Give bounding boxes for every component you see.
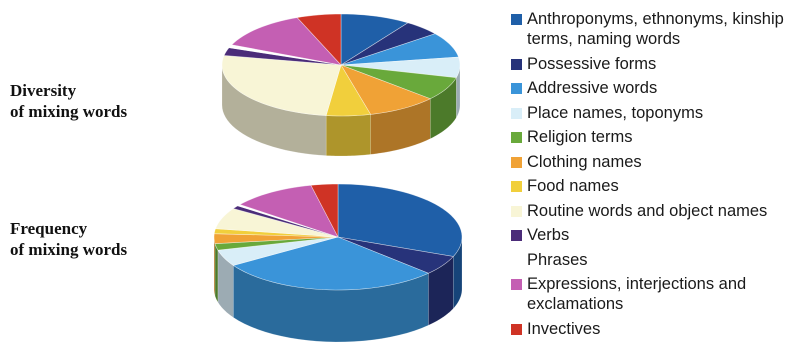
pie-slice	[232, 236, 430, 291]
diversity-label-line2: of mixing words	[10, 102, 128, 121]
pie-slice	[340, 64, 457, 100]
pie-slice	[231, 17, 342, 66]
legend-label: Phrases	[527, 250, 588, 269]
legend-swatch	[511, 255, 522, 266]
pie-slice	[325, 64, 372, 117]
legend: Anthroponyms, ethnonyms, kinship terms, n…	[511, 9, 795, 343]
legend-item: Addressive words	[511, 78, 795, 98]
legend-label: Addressive words	[527, 79, 658, 97]
pie-slice	[337, 183, 463, 257]
legend-swatch	[511, 205, 522, 217]
frequency-label-line1: Frequency	[10, 219, 88, 238]
legend-swatch	[511, 181, 522, 192]
legend-item: Invectives	[511, 319, 795, 339]
legend-swatch	[511, 83, 522, 94]
pie-slice	[340, 56, 461, 79]
legend-item: Anthroponyms, ethnonyms, kinship terms, n…	[511, 9, 795, 49]
pie-slice-side	[213, 237, 216, 296]
legend-label: Religion terms	[527, 128, 633, 146]
diversity-label-line1: Diversity	[10, 81, 77, 100]
legend-swatch	[511, 14, 522, 25]
legend-swatch	[511, 279, 522, 290]
legend-swatch	[511, 323, 522, 335]
legend-label: Expressions, interjections and exclamatio…	[527, 275, 747, 313]
legend-item: Place names, toponyms	[511, 103, 795, 123]
legend-item: Expressions, interjections and exclamatio…	[511, 274, 795, 314]
legend-label: Clothing names	[527, 152, 642, 171]
pie-slice	[217, 236, 339, 266]
legend-swatch	[511, 156, 522, 168]
legend-swatch	[511, 132, 522, 143]
diversity-row-label: Diversity of mixing words	[10, 80, 127, 122]
pie-slice	[340, 13, 409, 66]
diversity-pie	[221, 13, 461, 157]
legend-label: Routine words and object names	[527, 201, 768, 220]
legend-item: Possessive forms	[511, 54, 795, 74]
legend-label: Place names, toponyms	[527, 103, 704, 122]
legend-item: Clothing names	[511, 152, 795, 172]
legend-item: Phrases	[511, 250, 795, 270]
legend-label: Anthroponyms, ethnonyms, kinship terms, n…	[527, 10, 784, 48]
pie-slice-side	[325, 114, 371, 157]
pie-slice	[215, 208, 339, 238]
legend-item: Religion terms	[511, 127, 795, 147]
pie-slice	[340, 22, 436, 66]
pie-slice	[239, 184, 339, 238]
legend-label: Possessive forms	[527, 54, 657, 73]
pie-slice	[221, 55, 342, 116]
frequency-row-label: Frequency of mixing words	[10, 218, 127, 260]
legend-label: Verbs	[527, 226, 570, 244]
legend-item: Routine words and object names	[511, 201, 795, 221]
pie-slice	[296, 13, 342, 66]
legend-swatch	[511, 230, 522, 241]
legend-item: Food names	[511, 176, 795, 196]
pie-slice	[337, 236, 454, 274]
legend-label: Food names	[527, 177, 619, 195]
legend-item: Verbs	[511, 225, 795, 245]
legend-label: Invectives	[527, 319, 601, 338]
frequency-label-line2: of mixing words	[10, 240, 128, 259]
pie-slice	[340, 33, 459, 66]
pie-slice	[310, 183, 339, 238]
pie-slice-side	[214, 243, 219, 304]
legend-swatch	[511, 58, 522, 70]
pie-charts	[213, 13, 463, 343]
legend-swatch	[511, 107, 522, 119]
frequency-pie	[213, 183, 463, 343]
